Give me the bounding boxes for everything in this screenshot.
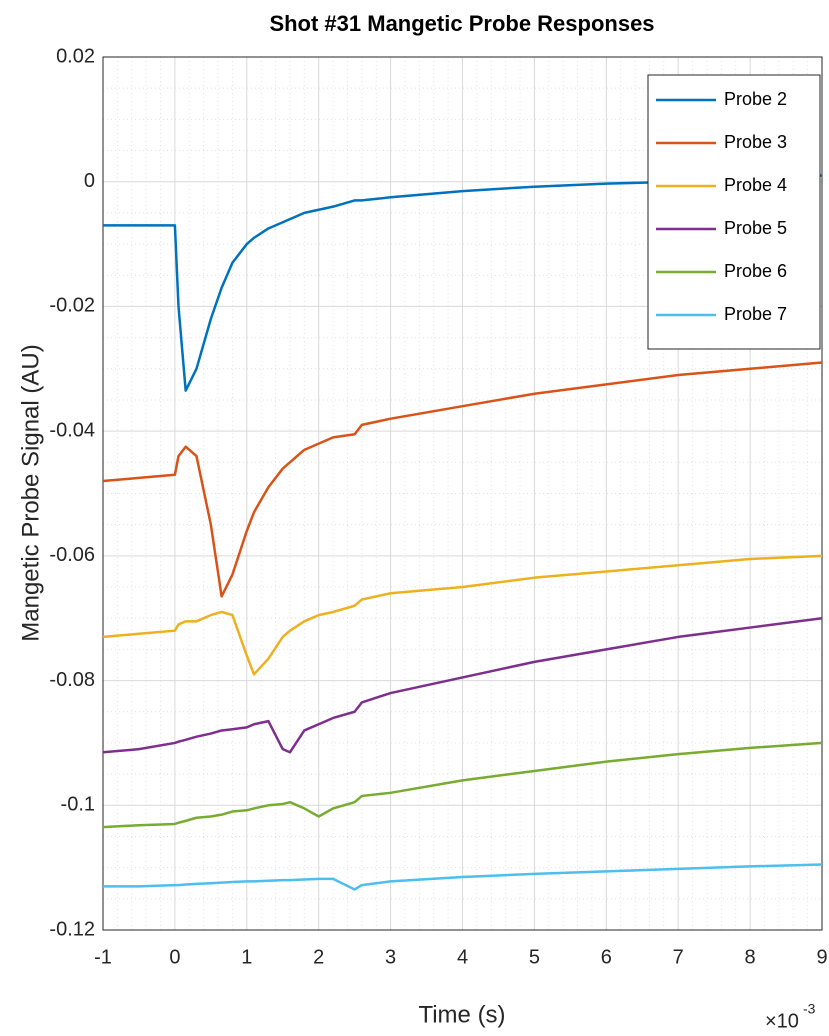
- x-tick-label: 5: [529, 946, 540, 968]
- x-tick-label: 1: [241, 946, 252, 968]
- x-tick-label: 2: [313, 946, 324, 968]
- y-tick-label: -0.1: [61, 794, 95, 816]
- y-tick-label: 0.02: [56, 45, 95, 67]
- legend-label: Probe 2: [724, 89, 787, 109]
- series-line: [102, 741, 823, 829]
- x-tick-label: 8: [745, 946, 756, 968]
- chart-title: Shot #31 Mangetic Probe Responses: [269, 11, 654, 36]
- x-scale-exponent: -3: [803, 1001, 816, 1017]
- x-tick-label: 7: [673, 946, 684, 968]
- legend-label: Probe 3: [724, 132, 787, 152]
- legend-label: Probe 5: [724, 218, 787, 238]
- legend-label: Probe 7: [724, 304, 787, 324]
- y-tick-label: -0.04: [49, 419, 95, 441]
- x-tick-label: 3: [385, 946, 396, 968]
- x-tick-label: 0: [169, 946, 180, 968]
- x-tick-label: 4: [457, 946, 468, 968]
- y-tick-label: -0.12: [49, 918, 95, 940]
- x-tick-label: 9: [816, 946, 827, 968]
- series-line: [103, 863, 823, 891]
- series-line: [102, 616, 823, 754]
- series-line: [102, 361, 823, 598]
- legend-box: [647, 74, 821, 350]
- x-axis-label: Time (s): [418, 1001, 505, 1028]
- series-line: [102, 554, 823, 676]
- x-tick-label: -1: [94, 946, 112, 968]
- y-axis-label: Mangetic Probe Signal (AU): [17, 344, 44, 641]
- legend-label: Probe 4: [724, 175, 787, 195]
- y-tick-label: -0.08: [49, 669, 95, 691]
- plot-frame: [102, 56, 823, 931]
- series-line: [103, 174, 823, 392]
- legend-label: Probe 6: [724, 261, 787, 281]
- y-tick-label: -0.02: [49, 295, 95, 317]
- x-scale-base: ×10: [765, 1010, 799, 1032]
- y-tick-label: -0.06: [49, 544, 95, 566]
- y-tick-label: 0: [84, 170, 95, 192]
- x-tick-label: 6: [601, 946, 612, 968]
